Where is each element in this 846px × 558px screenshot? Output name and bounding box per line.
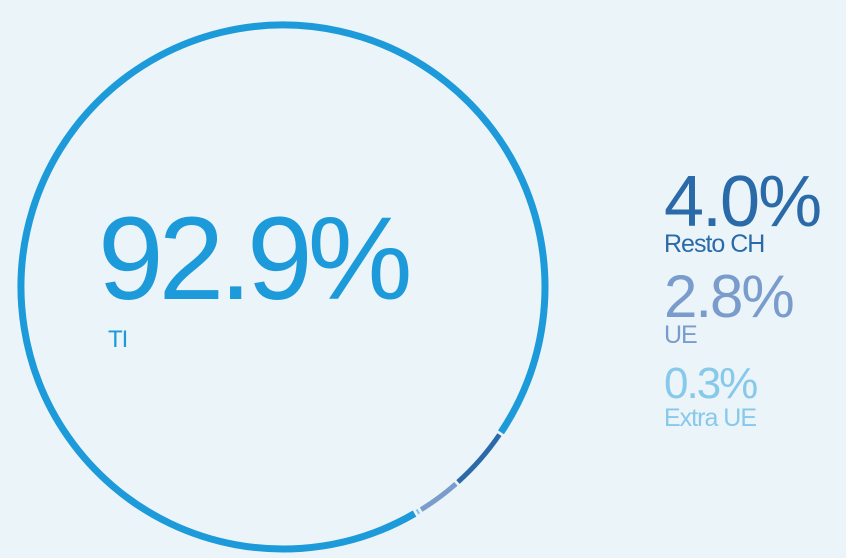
ring-segment-extra-ue xyxy=(415,508,421,515)
ti-name: TI xyxy=(108,326,128,353)
main-slice-label: 92.9% TI xyxy=(98,200,413,352)
resto-ch-value: 4.0% xyxy=(664,162,822,242)
ti-value: 92.9% xyxy=(98,193,413,325)
legend-item-resto-ch: 4.0% Resto CH xyxy=(664,162,822,258)
ring-segment-ue xyxy=(419,481,458,512)
extra-ue-value: 0.3% xyxy=(664,359,758,408)
ue-value: 2.8% xyxy=(664,263,795,330)
legend-item-extra-ue: 0.3% Extra UE xyxy=(664,362,820,431)
legend: 4.0% Resto CH 2.8% UE 0.3% Extra UE xyxy=(664,162,822,431)
extra-ue-name: Extra UE xyxy=(664,404,757,432)
ring-segment-resto-ch xyxy=(456,433,502,484)
ue-name: UE xyxy=(664,321,698,349)
ring-segment-ti xyxy=(17,21,549,553)
legend-item-ue: 2.8% UE xyxy=(664,267,820,348)
resto-ch-name: Resto CH xyxy=(664,230,765,258)
